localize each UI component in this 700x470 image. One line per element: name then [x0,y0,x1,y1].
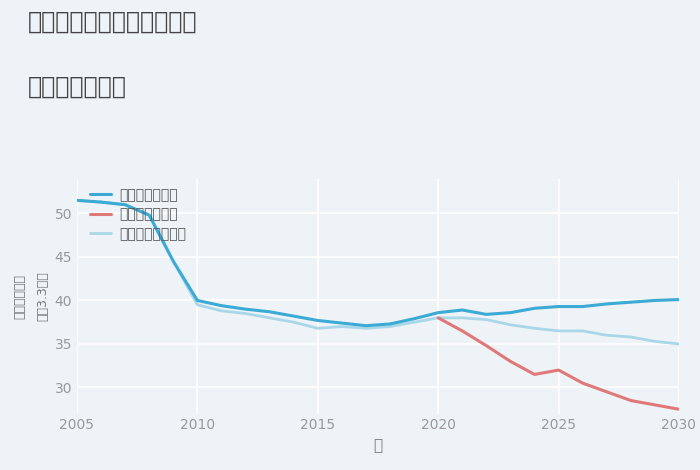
グッドシナリオ [603,301,611,307]
グッドシナリオ [217,303,225,308]
グッドシナリオ [410,316,419,321]
バッドシナリオ [458,328,466,334]
ノーマルシナリオ [73,197,81,203]
ノーマルシナリオ [651,338,659,344]
ノーマルシナリオ [193,302,202,308]
ノーマルシナリオ [675,341,683,347]
グッドシナリオ [193,298,202,303]
ノーマルシナリオ [386,324,394,329]
ノーマルシナリオ [337,324,346,329]
グッドシナリオ [265,309,274,314]
グッドシナリオ [169,258,178,264]
Line: ノーマルシナリオ: ノーマルシナリオ [77,200,679,344]
バッドシナリオ [482,343,491,349]
バッドシナリオ [554,367,563,373]
バッドシナリオ [626,398,635,403]
ノーマルシナリオ [434,315,442,321]
ノーマルシナリオ [145,212,153,218]
Text: 土地の価格推移: 土地の価格推移 [28,75,127,99]
ノーマルシナリオ [626,334,635,340]
ノーマルシナリオ [531,326,539,331]
バッドシナリオ [651,402,659,407]
バッドシナリオ [531,372,539,377]
ノーマルシナリオ [578,328,587,334]
グッドシナリオ [73,197,81,203]
ノーマルシナリオ [121,202,130,208]
ノーマルシナリオ [554,328,563,334]
ノーマルシナリオ [314,326,322,331]
バッドシナリオ [603,389,611,395]
ノーマルシナリオ [169,258,178,264]
ノーマルシナリオ [603,332,611,338]
グッドシナリオ [337,320,346,326]
ノーマルシナリオ [362,326,370,331]
グッドシナリオ [482,312,491,317]
グッドシナリオ [97,199,105,205]
Line: グッドシナリオ: グッドシナリオ [77,200,679,326]
グッドシナリオ [145,212,153,218]
ノーマルシナリオ [97,199,105,205]
ノーマルシナリオ [241,311,250,316]
ノーマルシナリオ [290,320,298,325]
ノーマルシナリオ [482,317,491,322]
グッドシナリオ [531,306,539,311]
X-axis label: 年: 年 [373,438,383,453]
Y-axis label: 単価（万円）
坪（3.3㎡）: 単価（万円） 坪（3.3㎡） [13,271,49,321]
グッドシナリオ [506,310,514,315]
Text: 奈良県奈良市月ヶ瀬尾山の: 奈良県奈良市月ヶ瀬尾山の [28,9,197,33]
バッドシナリオ [675,407,683,412]
グッドシナリオ [241,306,250,312]
グッドシナリオ [675,297,683,302]
Line: バッドシナリオ: バッドシナリオ [438,318,679,409]
バッドシナリオ [434,315,442,321]
グッドシナリオ [554,304,563,309]
ノーマルシナリオ [410,320,419,325]
ノーマルシナリオ [458,315,466,321]
グッドシナリオ [314,318,322,323]
グッドシナリオ [290,313,298,319]
グッドシナリオ [578,304,587,309]
グッドシナリオ [458,307,466,313]
Legend: グッドシナリオ, バッドシナリオ, ノーマルシナリオ: グッドシナリオ, バッドシナリオ, ノーマルシナリオ [90,188,186,241]
バッドシナリオ [506,359,514,364]
グッドシナリオ [386,321,394,327]
ノーマルシナリオ [217,308,225,313]
ノーマルシナリオ [265,315,274,321]
グッドシナリオ [121,202,130,208]
ノーマルシナリオ [506,322,514,328]
グッドシナリオ [434,310,442,315]
グッドシナリオ [362,323,370,329]
グッドシナリオ [651,298,659,303]
バッドシナリオ [578,380,587,386]
グッドシナリオ [626,299,635,305]
